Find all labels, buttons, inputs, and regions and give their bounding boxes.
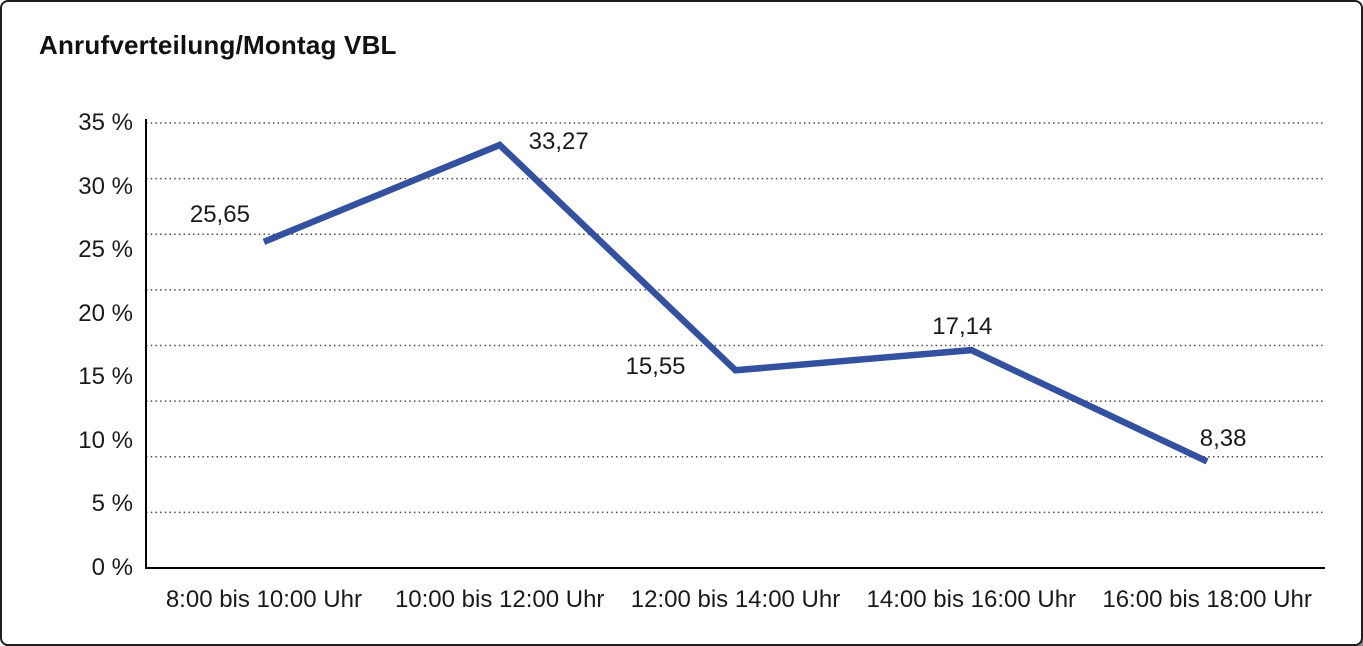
y-tick-label: 30 % [78, 172, 133, 200]
y-tick-label: 15 % [78, 363, 133, 391]
data-point-label: 17,14 [932, 313, 993, 341]
y-tick-label: 5 % [91, 490, 133, 518]
y-tick-label: 0 % [91, 554, 133, 581]
y-tick-label: 35 % [78, 109, 133, 136]
data-point-label: 25,65 [189, 200, 250, 228]
chart-title: Anrufverteilung/Montag VBL [39, 30, 397, 60]
x-tick-label: 10:00 bis 12:00 Uhr [394, 586, 605, 613]
data-point-label: 33,27 [528, 127, 589, 155]
y-tick-label: 20 % [78, 299, 133, 327]
y-tick-label: 25 % [78, 236, 133, 264]
data-point-label: 8,38 [1199, 425, 1247, 453]
y-tick-label: 10 % [78, 426, 133, 454]
x-tick-label: 14:00 bis 16:00 Uhr [866, 586, 1077, 613]
x-tick-label: 8:00 bis 10:00 Uhr [165, 586, 362, 613]
data-line [262, 141, 1209, 465]
data-point-label: 15,55 [625, 353, 686, 381]
x-tick-label: 16:00 bis 18:00 Uhr [1102, 586, 1312, 613]
x-tick-label: 12:00 bis 14:00 Uhr [630, 586, 841, 613]
